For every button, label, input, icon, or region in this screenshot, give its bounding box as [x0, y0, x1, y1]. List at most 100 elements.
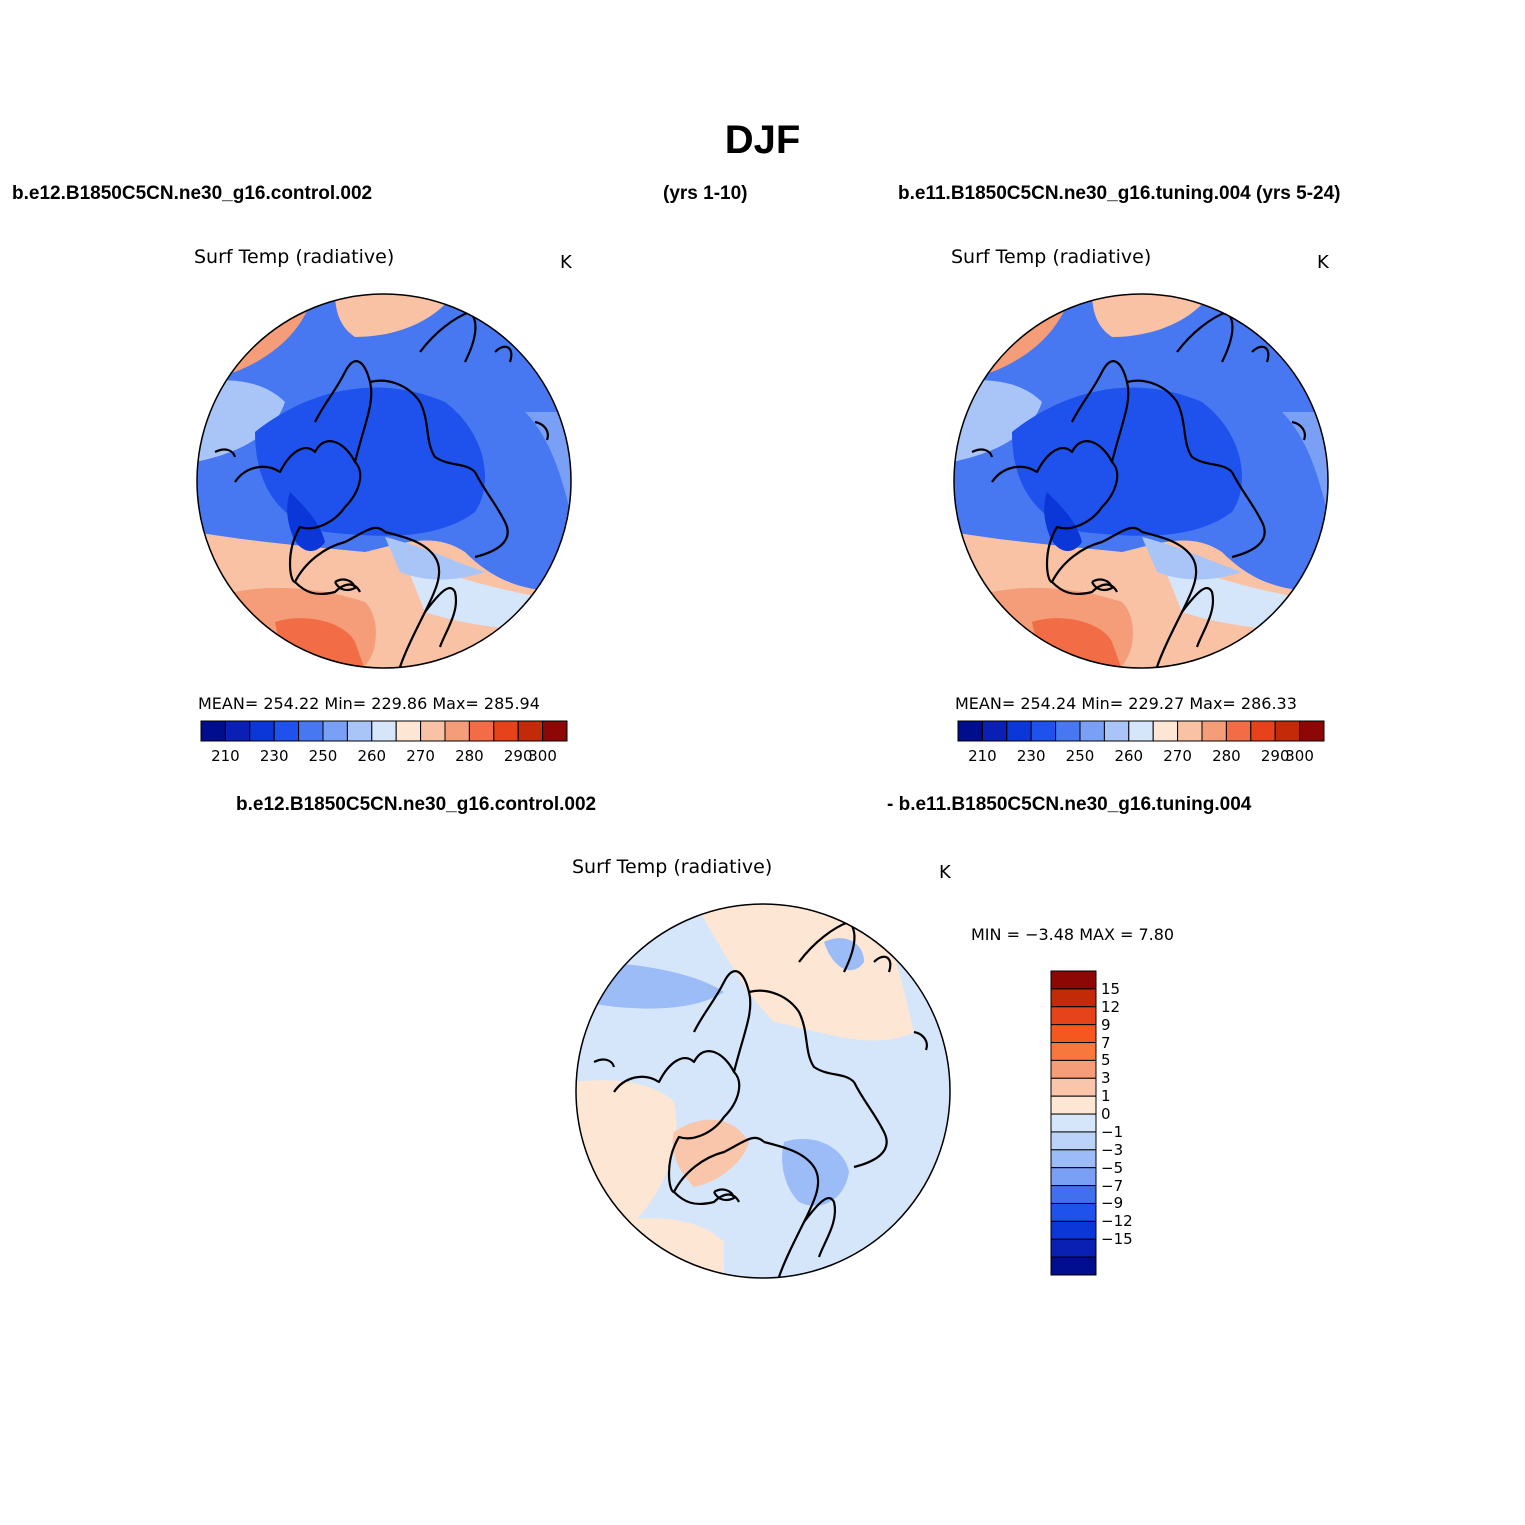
colorbar-box — [1050, 1202, 1097, 1222]
coastline-segment — [369, 379, 476, 473]
coastline-segment — [763, 1140, 820, 1278]
diff-neg-nw — [584, 962, 724, 1009]
colorbar-box — [1225, 720, 1252, 742]
colorbar-box — [1050, 1059, 1097, 1079]
case1-years: (yrs 1-10) — [663, 183, 748, 204]
coastline-segment — [1181, 587, 1215, 648]
field-warm-ne — [335, 294, 455, 337]
colorbar-box — [346, 720, 373, 742]
colorbar-box — [1050, 1220, 1097, 1240]
coastline-segment — [971, 448, 994, 458]
diff-colorbar — [1050, 970, 1097, 1276]
colorbar-tick-label: −1 — [1101, 1122, 1124, 1141]
colorbar-box — [542, 720, 568, 742]
coastline-segment — [853, 1081, 888, 1169]
colorbar-box — [1201, 720, 1227, 742]
diff-pos-north — [694, 904, 914, 1041]
map-boundary — [953, 293, 1329, 669]
colorbar-tick-label: −12 — [1101, 1212, 1133, 1231]
coastline-segment — [613, 1050, 765, 1194]
colorbar-tick-label: 210 — [968, 747, 997, 765]
colorbar-tick-label: 270 — [406, 747, 435, 765]
coastline-segment — [334, 578, 357, 592]
colorbar-box — [981, 720, 1008, 742]
coastline-segment — [593, 1058, 616, 1068]
field-cool-east — [1282, 412, 1328, 522]
colorbar-tick-label: 230 — [259, 747, 289, 765]
field-cool-east — [525, 412, 571, 522]
colorbar-box — [957, 720, 983, 742]
panel1-polar-map — [196, 293, 572, 669]
colorbar-tick-label: 3 — [1101, 1069, 1111, 1088]
colorbar-tick-label: 280 — [1212, 747, 1241, 765]
coastline-segment — [424, 587, 458, 648]
coastline-segment — [1126, 379, 1233, 473]
coastline-segment — [1291, 420, 1306, 441]
colorbar-tick-label: 0 — [1101, 1105, 1111, 1124]
colorbar-tick-label: 7 — [1101, 1033, 1111, 1052]
colorbar-box — [298, 720, 324, 742]
colorbar-box — [1050, 1185, 1097, 1204]
colorbar-tick-label: −15 — [1101, 1230, 1133, 1249]
field-cool-west — [954, 380, 1042, 462]
colorbar-box — [371, 720, 397, 742]
coastline-segment — [214, 448, 237, 458]
colorbar-box — [1030, 720, 1057, 742]
diff-polar-map — [575, 903, 951, 1279]
coastline-segment — [1091, 578, 1114, 592]
coastline-segment — [384, 530, 441, 668]
figure-title: DJF — [724, 118, 801, 162]
colorbar-box — [1050, 1113, 1097, 1133]
coastline-segment — [913, 1030, 928, 1051]
colorbar-box — [1152, 720, 1179, 742]
field-cold-greenland — [287, 492, 325, 552]
coastline-segment — [1251, 345, 1270, 363]
colorbar-box — [1299, 720, 1325, 742]
colorbar-tick-label: −3 — [1101, 1140, 1124, 1159]
diff-units: K — [939, 862, 951, 883]
colorbar-box — [420, 720, 446, 742]
panel1-stats: MEAN= 254.22 Min= 229.86 Max= 285.94 — [198, 694, 540, 713]
colorbar-tick-label: 260 — [357, 747, 387, 765]
colorbar-box — [1177, 720, 1203, 742]
diff-variable-title: Surf Temp (radiative) — [572, 856, 773, 878]
colorbar-box — [1250, 720, 1276, 742]
panel2-variable-title: Surf Temp (radiative) — [951, 246, 1152, 268]
colorbar-tick-label: 300 — [528, 747, 557, 765]
panel2-stats: MEAN= 254.24 Min= 229.27 Max= 286.33 — [955, 694, 1297, 713]
colorbar-tick-label: 260 — [1114, 747, 1144, 765]
colorbar-tick-label: 1 — [1101, 1087, 1111, 1106]
colorbar-tick-label: −7 — [1101, 1176, 1124, 1195]
colorbar-tick-label: 12 — [1101, 997, 1121, 1016]
colorbar-box — [1050, 1024, 1097, 1044]
colorbar-box — [1050, 1095, 1097, 1115]
field-cool-west — [197, 380, 285, 462]
diff-label-case-b: - b.e11.B1850C5CN.ne30_g16.tuning.004 — [887, 794, 1252, 815]
colorbar-box — [517, 720, 544, 742]
coastline-segment — [1141, 530, 1198, 668]
panel2-polar-map — [953, 293, 1329, 669]
coastline-segment — [693, 970, 752, 1073]
colorbar-box — [1103, 720, 1130, 742]
colorbar-box — [1079, 720, 1105, 742]
colorbar-box — [1050, 1149, 1097, 1169]
coastline-segment — [234, 440, 386, 584]
colorbar-box — [1050, 1238, 1097, 1258]
colorbar-box — [249, 720, 275, 742]
colorbar-box — [224, 720, 251, 742]
colorbar-tick-label: 210 — [211, 747, 240, 765]
colorbar-box — [1128, 720, 1154, 742]
colorbar-tick-label: 290 — [503, 747, 533, 765]
diff-label-case-a: b.e12.B1850C5CN.ne30_g16.control.002 — [236, 794, 597, 815]
colorbar-box — [273, 720, 300, 742]
panel1-units: K — [560, 252, 572, 273]
panel1-colorbar — [200, 720, 568, 742]
colorbar-box — [1274, 720, 1301, 742]
case2-label: b.e11.B1850C5CN.ne30_g16.tuning.004 (yrs… — [898, 183, 1341, 204]
panel2-colorbar — [957, 720, 1325, 742]
colorbar-box — [444, 720, 470, 742]
diff-stats: MIN = −3.48 MAX = 7.80 — [971, 925, 1175, 944]
colorbar-tick-label: −9 — [1101, 1194, 1124, 1213]
colorbar-box — [1050, 1167, 1097, 1187]
colorbar-tick-label: −5 — [1101, 1158, 1124, 1177]
